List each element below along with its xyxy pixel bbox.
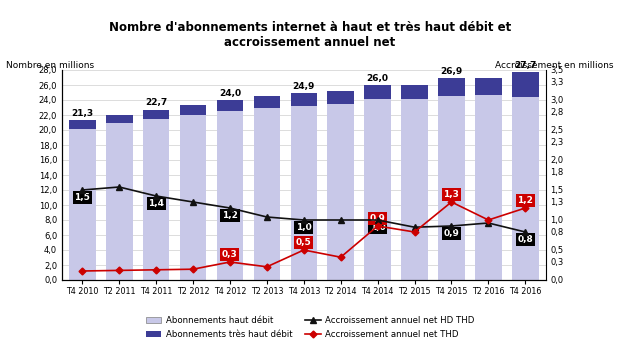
Bar — [365, 85, 391, 99]
Text: 0,9: 0,9 — [443, 229, 459, 238]
Bar — [475, 78, 502, 95]
Bar — [327, 104, 354, 280]
Text: Nombre d'abonnements internet à haut et très haut débit et
accroissement annuel : Nombre d'abonnements internet à haut et … — [109, 21, 511, 49]
Bar — [106, 123, 133, 280]
Bar — [438, 96, 465, 280]
Text: 0,3: 0,3 — [222, 250, 238, 259]
Text: 1,2: 1,2 — [517, 196, 533, 205]
Bar — [216, 100, 243, 111]
Text: 1,2: 1,2 — [222, 211, 238, 220]
Bar — [475, 95, 502, 280]
Text: 1,4: 1,4 — [148, 199, 164, 208]
Bar — [180, 115, 206, 280]
Bar — [143, 110, 169, 119]
Bar — [438, 78, 465, 96]
Text: 26,0: 26,0 — [366, 74, 389, 83]
Bar — [254, 107, 280, 280]
Text: 1,3: 1,3 — [443, 190, 459, 199]
Bar — [365, 99, 391, 280]
Bar — [291, 106, 317, 280]
Text: 1,5: 1,5 — [74, 193, 91, 202]
Bar — [401, 98, 428, 280]
Text: 0,5: 0,5 — [296, 238, 312, 247]
Text: 0,9: 0,9 — [370, 214, 386, 223]
Text: 24,9: 24,9 — [293, 82, 315, 91]
Bar — [512, 97, 539, 280]
Text: 21,3: 21,3 — [71, 109, 94, 118]
Text: 1,0: 1,0 — [296, 223, 312, 232]
Bar — [254, 96, 280, 107]
Bar — [106, 115, 133, 123]
Bar — [327, 91, 354, 104]
Bar — [512, 72, 539, 97]
Bar — [69, 120, 95, 128]
Bar — [143, 119, 169, 280]
Text: 24,0: 24,0 — [219, 89, 241, 98]
Text: Accroissement en millions: Accroissement en millions — [495, 61, 614, 70]
Bar — [69, 128, 95, 280]
Text: Nombre en millions: Nombre en millions — [6, 61, 94, 70]
Text: 1,0: 1,0 — [370, 223, 386, 232]
Text: 22,7: 22,7 — [145, 98, 167, 107]
Bar — [401, 85, 428, 98]
Bar — [180, 105, 206, 115]
Bar — [291, 93, 317, 106]
Bar — [216, 111, 243, 280]
Text: 0,8: 0,8 — [518, 235, 533, 244]
Legend: Abonnements haut débit, Abonnements très haut débit, Accroissement annuel net HD: Abonnements haut débit, Abonnements très… — [143, 313, 477, 342]
Text: 27,7: 27,7 — [514, 61, 536, 70]
Text: 26,9: 26,9 — [440, 67, 463, 76]
